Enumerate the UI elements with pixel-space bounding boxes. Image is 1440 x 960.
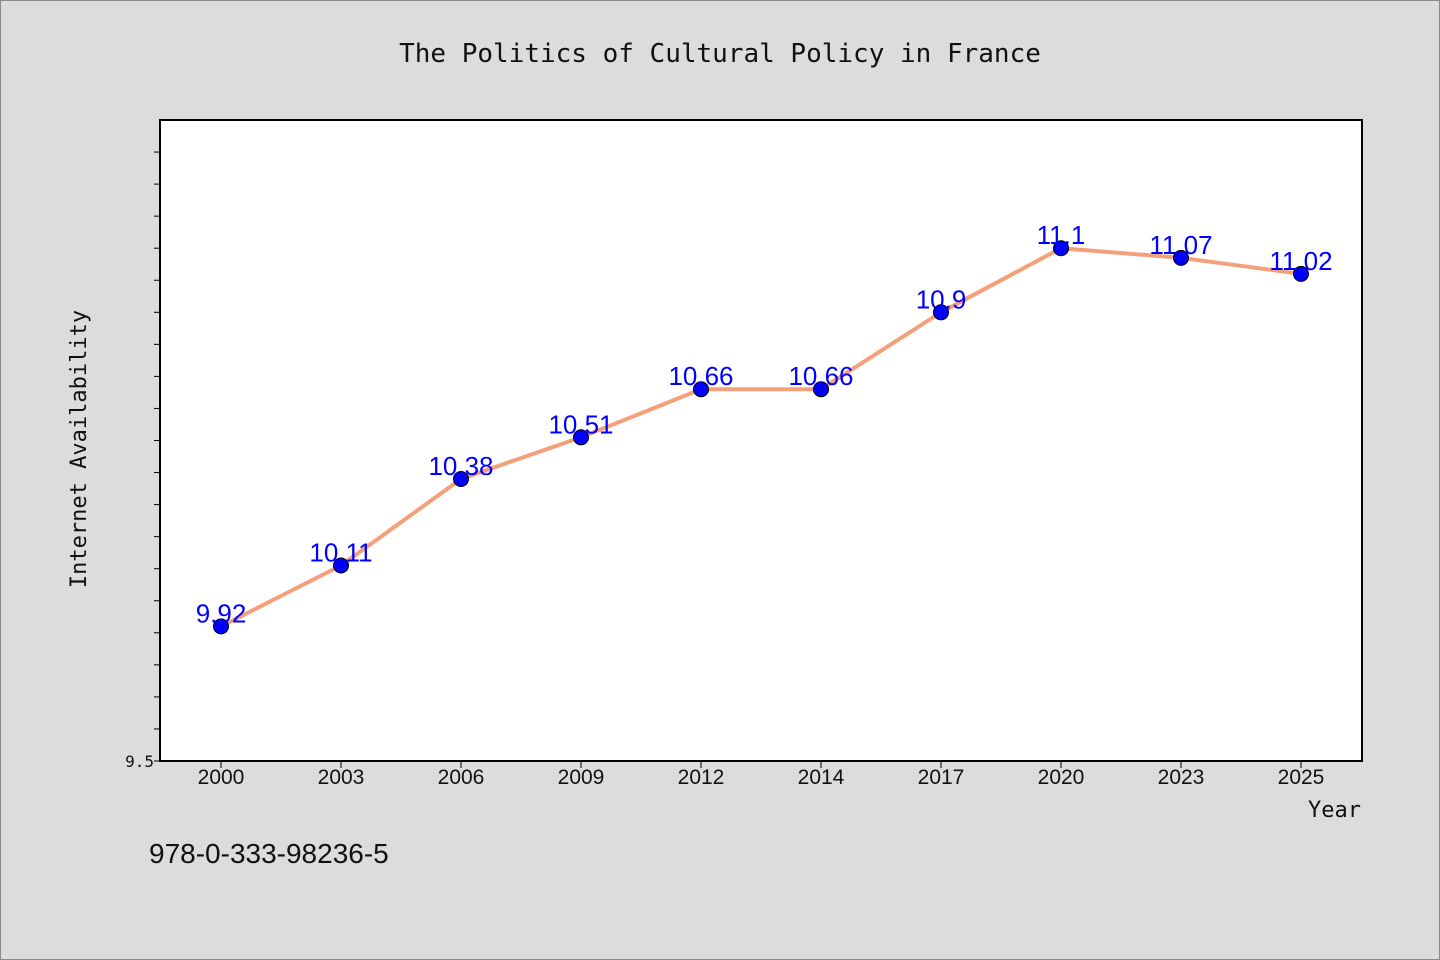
data-label: 10.66 <box>668 361 733 391</box>
data-label: 10.38 <box>428 451 493 481</box>
x-tick-label: 2014 <box>798 766 845 789</box>
x-tick-label: 2003 <box>318 766 365 789</box>
data-labels-layer: 9.92 10.11 10.38 10.51 10.66 10.66 10.9 11.1 11.… <box>196 220 1333 628</box>
isbn-text: 978-0-333-98236-5 <box>149 838 389 869</box>
y-axis-label: Internet Availability <box>67 310 92 588</box>
data-label: 11.02 <box>1269 246 1332 276</box>
data-label: 10.9 <box>916 284 967 314</box>
plot-area <box>159 119 1363 762</box>
data-point <box>1053 240 1069 257</box>
x-axis-label: Year <box>1308 798 1361 823</box>
x-axis-ticks: 2000 2003 2006 2009 2012 2014 2017 2020 2023 2025 <box>198 761 1325 789</box>
x-tick-label: 2023 <box>1158 766 1205 789</box>
x-tick-label: 2006 <box>438 766 485 789</box>
data-label: 10.51 <box>548 409 613 439</box>
data-point <box>813 381 829 398</box>
data-point <box>933 304 949 321</box>
data-point <box>1173 249 1189 266</box>
data-label: 11.1 <box>1037 220 1086 250</box>
data-label: 9.92 <box>196 598 247 628</box>
data-label: 10.66 <box>788 361 853 391</box>
y-tick-label: 9.5 <box>125 752 154 771</box>
x-tick-label: 2000 <box>198 766 245 789</box>
data-label: 10.11 <box>309 537 372 567</box>
data-point <box>1293 265 1309 282</box>
data-point <box>693 381 709 398</box>
series-layer <box>213 240 1309 635</box>
data-point <box>213 618 229 635</box>
x-tick-label: 2009 <box>558 766 605 789</box>
x-tick-label: 2017 <box>918 766 965 789</box>
data-label: 11.07 <box>1149 230 1212 260</box>
data-point <box>573 429 589 446</box>
chart-title: The Politics of Cultural Policy in Franc… <box>399 39 1041 69</box>
x-tick-label: 2025 <box>1278 766 1325 789</box>
y-axis-ticks: 9.5 <box>125 151 160 771</box>
x-tick-label: 2020 <box>1038 766 1085 789</box>
x-tick-label: 2012 <box>678 766 725 789</box>
series-line <box>220 246 1302 629</box>
data-point <box>453 470 469 487</box>
data-point <box>333 557 349 574</box>
